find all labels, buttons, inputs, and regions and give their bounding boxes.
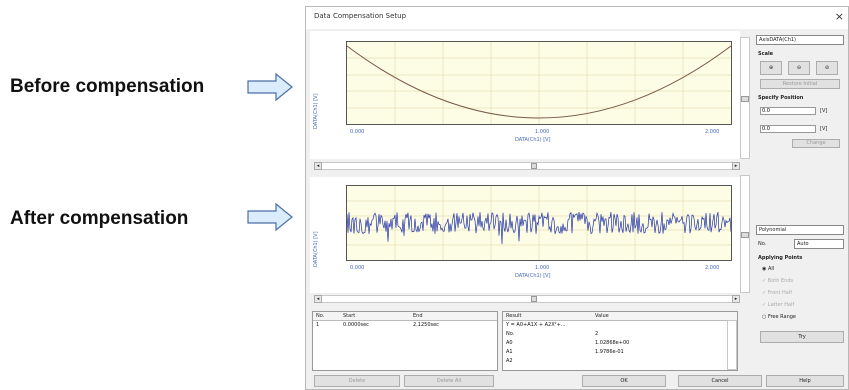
x-tick: 2.000	[705, 129, 720, 135]
scroll-thumb[interactable]	[531, 163, 537, 169]
table-header	[503, 312, 737, 321]
top-plot-vscroll[interactable]	[740, 37, 750, 159]
option-label: All	[767, 266, 775, 272]
before-compensation-label: Before compensation	[10, 76, 205, 97]
x-tick: 0.000	[350, 265, 365, 271]
plot-area[interactable]	[346, 185, 732, 261]
zoom-out-button[interactable]: ⊖	[788, 61, 810, 75]
x-tick: 2.000	[705, 265, 720, 271]
table-cell: Y = A0+A1X + A2X²+...	[506, 322, 566, 328]
restore-initial-button[interactable]: Restore Initial	[760, 79, 840, 89]
table-cell: 2	[595, 331, 599, 337]
col-header: Result	[506, 313, 522, 319]
change-button[interactable]: Change	[792, 139, 840, 148]
plot-grid	[347, 42, 731, 124]
max-field[interactable]: 0.0	[760, 125, 816, 133]
col-header: No.	[316, 313, 325, 319]
table-cell: A2	[506, 358, 513, 364]
scroll-right-icon[interactable]: ▸	[732, 295, 740, 303]
dialog-title: Data Compensation Setup	[314, 12, 407, 20]
table-cell[interactable]: 1	[316, 322, 320, 328]
table-cell: 1.02868e+00	[595, 340, 630, 346]
col-header: Value	[595, 313, 609, 319]
applying-points-label: Applying Points	[758, 255, 803, 261]
zoom-in-button[interactable]: ⊕	[760, 61, 782, 75]
help-button[interactable]: Help	[766, 375, 844, 387]
right-panel: AxisDATA(Ch1) Scale ⊕ ⊖ ⊘ Restore Initia…	[754, 35, 848, 385]
option-label: Free Range	[767, 314, 796, 320]
scroll-left-icon[interactable]: ◂	[314, 295, 322, 303]
delete-button[interactable]: Delete	[314, 375, 400, 387]
before-plot: DATA(Ch1) [V] 0.000 1.000 2.000 DATA(Ch1…	[310, 31, 740, 159]
option-label: Both Ends	[767, 278, 794, 284]
cancel-button[interactable]: Cancel	[678, 375, 762, 387]
after-compensation-label: After compensation	[10, 208, 189, 229]
scroll-right-icon[interactable]: ▸	[732, 162, 740, 170]
plot-area[interactable]	[346, 41, 732, 125]
specify-position-label: Specify Position	[758, 95, 804, 101]
scroll-thumb[interactable]	[741, 96, 749, 102]
table-cell[interactable]: 0.0000sec	[343, 322, 369, 328]
top-plot-hscroll[interactable]: ◂ ▸	[314, 162, 740, 170]
x-axis-label: DATA(Ch1) [V]	[515, 273, 551, 279]
bottom-plot-vscroll[interactable]	[740, 175, 750, 293]
signal-curve	[347, 45, 731, 119]
option-all-radio[interactable]: ◉ All	[762, 266, 775, 272]
min-field[interactable]: 0.0	[760, 107, 816, 115]
zoom-reset-button[interactable]: ⊘	[816, 61, 838, 75]
result-table: Result Value Y = A0+A1X + A2X²+... No. 2…	[502, 311, 738, 371]
option-label: Latter Half	[767, 302, 795, 308]
order-label: No.	[758, 241, 767, 247]
right-arrow-icon	[247, 202, 293, 232]
table-cell: 1.9786e-01	[595, 349, 624, 355]
close-button[interactable]: ×	[834, 10, 844, 23]
table-cell[interactable]: 2.1250sec	[413, 322, 439, 328]
y-axis-label: DATA(Ch1) [V]	[313, 231, 319, 267]
after-plot: DATA(Ch1) [V] 0.000 1.000 2.000 DATA(Ch1…	[310, 177, 740, 293]
option-front-half[interactable]: ✓ Front Half	[762, 290, 792, 296]
result-vscroll[interactable]	[727, 320, 737, 370]
range-table: No. Start End 1 0.0000sec 2.1250sec	[312, 311, 498, 371]
option-latter-half[interactable]: ✓ Latter Half	[762, 302, 795, 308]
try-button[interactable]: Try	[760, 331, 844, 343]
option-free-range-radio[interactable]: ○ Free Range	[762, 314, 796, 320]
y-axis-label: DATA(Ch1) [V]	[313, 93, 319, 129]
x-tick: 0.000	[350, 129, 365, 135]
col-header: End	[413, 313, 423, 319]
title-bar: Data Compensation Setup ×	[306, 7, 848, 29]
scroll-thumb[interactable]	[531, 296, 537, 302]
fit-method-select[interactable]: Polynomial	[756, 225, 844, 235]
right-arrow-icon	[247, 72, 293, 102]
option-both-ends[interactable]: ✓ Both Ends	[762, 278, 794, 284]
table-cell: No.	[506, 331, 515, 337]
scroll-left-icon[interactable]: ◂	[314, 162, 322, 170]
ok-button[interactable]: OK	[582, 375, 666, 387]
unit-label: [V]	[820, 126, 828, 132]
x-axis-label: DATA(Ch1) [V]	[515, 137, 551, 143]
table-cell: A1	[506, 349, 513, 355]
signal-trace	[347, 211, 731, 245]
delete-all-button[interactable]: Delete All	[404, 375, 494, 387]
col-header: Start	[343, 313, 356, 319]
x-tick: 1.000	[535, 129, 550, 135]
plot-grid	[347, 186, 731, 260]
x-tick: 1.000	[535, 265, 550, 271]
scale-group-label: Scale	[758, 51, 774, 57]
scroll-thumb[interactable]	[741, 232, 749, 238]
unit-label: [V]	[820, 108, 828, 114]
order-select[interactable]: Auto	[794, 239, 844, 249]
table-cell: A0	[506, 340, 513, 346]
option-label: Front Half	[767, 290, 792, 296]
bottom-plot-hscroll[interactable]: ◂ ▸	[314, 295, 740, 303]
table-header	[313, 312, 497, 321]
axis-select[interactable]: AxisDATA(Ch1)	[756, 35, 844, 45]
data-compensation-dialog: Data Compensation Setup × DATA(Ch1) [V] …	[305, 6, 849, 390]
